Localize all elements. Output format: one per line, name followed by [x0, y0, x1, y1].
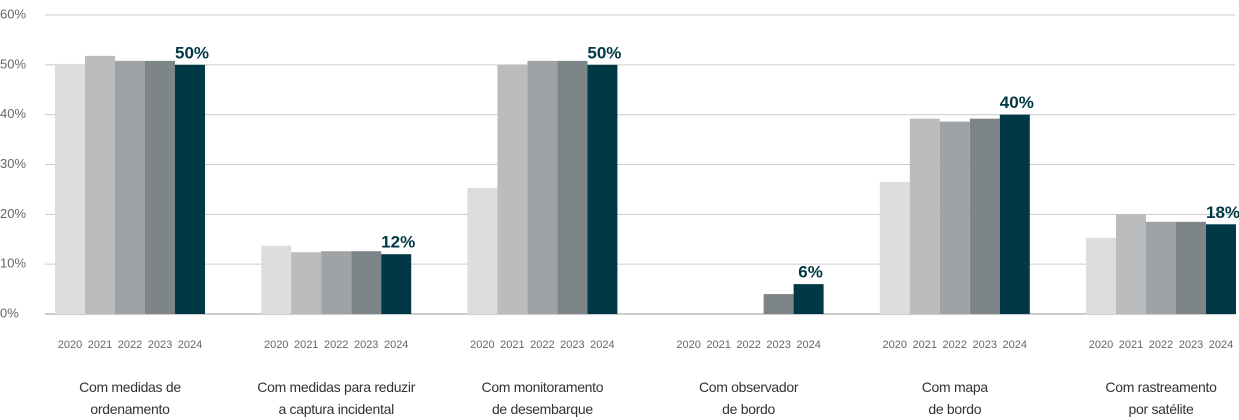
category-label: Com mapa de bordo [921, 379, 988, 417]
x-tick-label: 2022 [118, 339, 142, 351]
x-tick-label: 2022 [324, 339, 348, 351]
x-tick-label: 2023 [973, 339, 997, 351]
bar [175, 64, 205, 314]
x-tick-label: 2021 [88, 339, 112, 351]
data-label: 50% [587, 43, 621, 62]
bar [55, 63, 85, 314]
y-tick-label: 30% [0, 156, 26, 171]
x-tick-label: 2024 [384, 339, 408, 351]
x-tick-label: 2021 [706, 339, 730, 351]
bar [145, 60, 175, 315]
x-tick-label: 2024 [590, 339, 614, 351]
x-tick-label: 2021 [500, 339, 524, 351]
bar [527, 60, 558, 315]
bar [497, 64, 528, 314]
bar [115, 60, 145, 315]
bar [1146, 221, 1176, 314]
x-tick-label: 2020 [58, 339, 82, 351]
x-tick-label: 2021 [1119, 339, 1143, 351]
y-tick-label: 50% [0, 56, 26, 71]
x-tick-label: 2023 [766, 339, 790, 351]
y-tick-label: 10% [0, 256, 26, 271]
bar [969, 118, 1000, 314]
y-tick-label: 60% [0, 6, 26, 21]
category-label: Com observador de bordo [698, 379, 799, 417]
bar [1206, 224, 1236, 314]
x-tick-label: 2023 [148, 339, 172, 351]
bar [291, 252, 322, 314]
data-label: 12% [381, 233, 415, 252]
x-tick-label: 2023 [560, 339, 584, 351]
x-tick-label: 2024 [1003, 339, 1027, 351]
bar [321, 251, 352, 314]
bar [999, 114, 1030, 315]
bar [85, 55, 115, 314]
bar [351, 251, 382, 314]
bar [467, 187, 498, 314]
category-label: Com monitoramento de desembarque [481, 379, 604, 417]
y-tick-label: 20% [0, 206, 26, 221]
x-tick-label: 2020 [470, 339, 494, 351]
bar [793, 284, 824, 314]
category-label: Com medidas de ordenamento [79, 379, 181, 417]
x-tick-label: 2020 [676, 339, 700, 351]
y-tick-label: 40% [0, 106, 26, 121]
category-label: Com rastreamento por satélite [1105, 379, 1217, 417]
x-tick-label: 2022 [530, 339, 554, 351]
data-label: 18% [1206, 203, 1239, 222]
y-tick-label: 0% [0, 305, 19, 320]
bar [557, 60, 588, 315]
x-tick-label: 2022 [943, 339, 967, 351]
bar [261, 245, 292, 314]
data-label: 6% [798, 263, 823, 282]
bar [879, 181, 910, 314]
bar [763, 294, 794, 314]
bar [587, 64, 618, 314]
x-tick-label: 2024 [796, 339, 820, 351]
bar [1116, 214, 1146, 314]
x-tick-label: 2020 [264, 339, 288, 351]
bar [939, 121, 970, 314]
data-label: 50% [175, 43, 209, 62]
bar [381, 254, 412, 314]
x-tick-label: 2024 [178, 339, 202, 351]
bar [1086, 237, 1116, 314]
x-tick-label: 2020 [1089, 339, 1113, 351]
x-tick-label: 2023 [354, 339, 378, 351]
x-tick-label: 2021 [294, 339, 318, 351]
x-tick-label: 2020 [883, 339, 907, 351]
data-label: 40% [1000, 93, 1034, 112]
category-label: Com medidas para reduzir a captura incid… [257, 379, 416, 417]
bar [909, 118, 940, 314]
x-tick-label: 2021 [913, 339, 937, 351]
bar [1176, 221, 1206, 314]
x-tick-label: 2023 [1179, 339, 1203, 351]
x-tick-label: 2024 [1209, 339, 1233, 351]
x-tick-label: 2022 [736, 339, 760, 351]
x-tick-label: 2022 [1149, 339, 1173, 351]
